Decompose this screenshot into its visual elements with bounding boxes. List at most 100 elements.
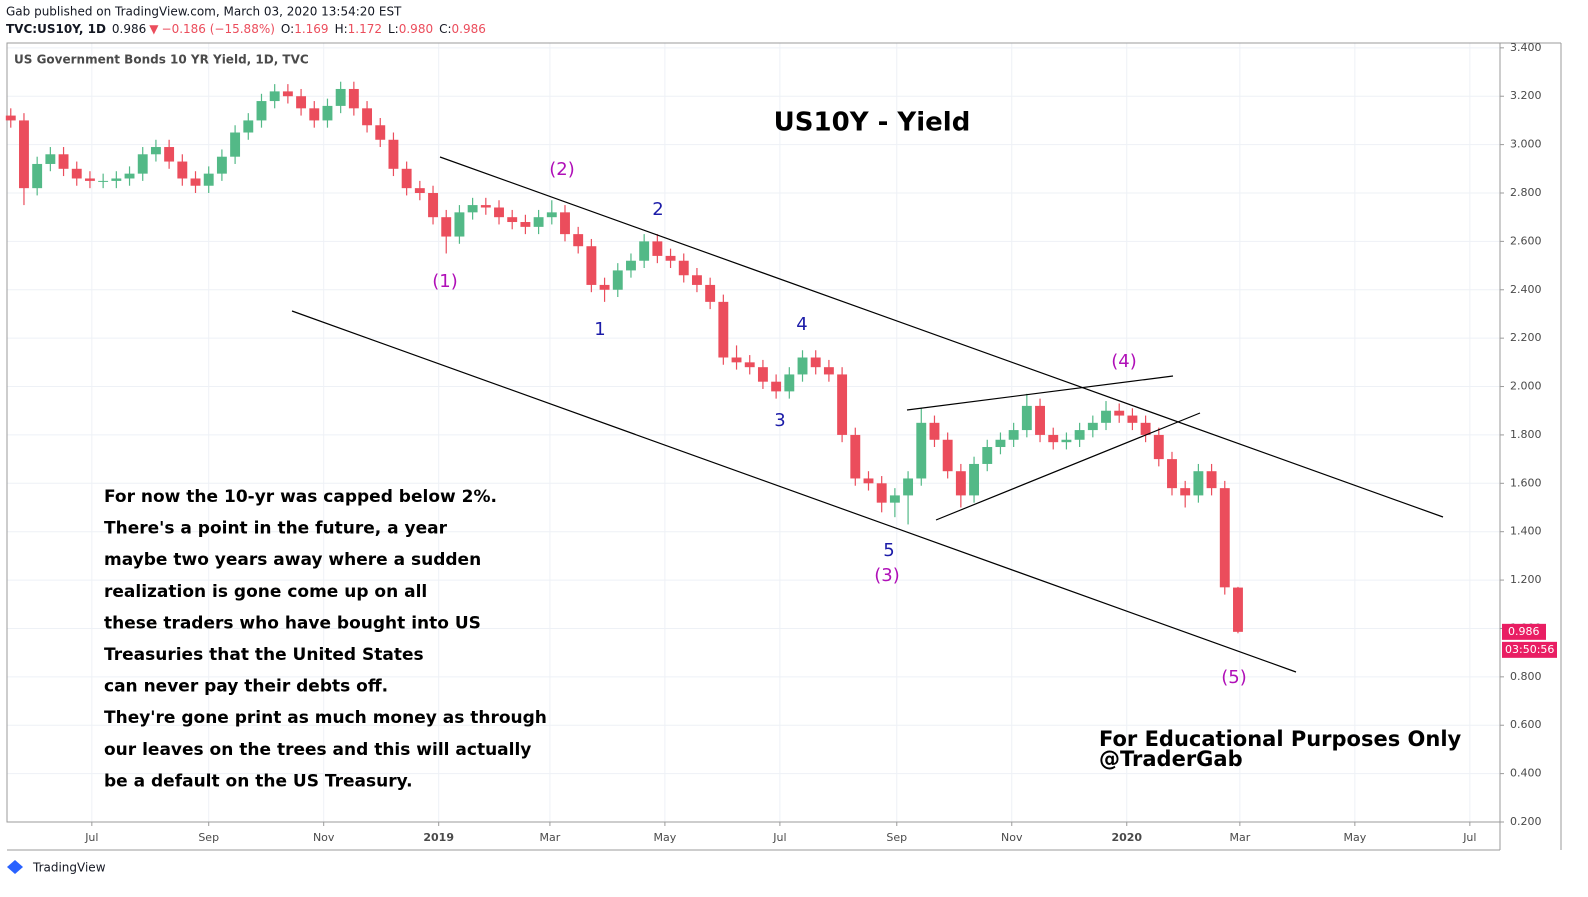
candle-body	[322, 105, 333, 121]
candle-body	[1035, 405, 1045, 435]
candle-body	[942, 439, 953, 472]
x-tick-label: Nov	[1001, 831, 1023, 844]
candle-body	[1140, 422, 1151, 435]
candle-body	[84, 178, 95, 181]
ohlc-label: H:	[335, 22, 348, 36]
candle-body	[797, 357, 808, 375]
x-tick-label: 2019	[423, 831, 454, 844]
wave-label: (3)	[874, 565, 900, 586]
candle-body	[5, 115, 16, 121]
candle-body	[388, 139, 399, 169]
candle-body	[678, 260, 689, 276]
y-tick-label: 1.600	[1510, 476, 1542, 489]
candle-body	[929, 422, 940, 440]
x-tick-label: Sep	[886, 831, 907, 844]
y-tick-label: 1.400	[1510, 525, 1542, 538]
candle-body	[58, 154, 69, 169]
chart-title: US Government Bonds 10 YR Yield, 1D, TVC	[14, 53, 309, 67]
wave-label: (1)	[432, 271, 458, 292]
candle-body	[652, 241, 663, 256]
candle-body	[1048, 434, 1059, 443]
candle-body	[810, 357, 821, 368]
down-arrow: ▼	[149, 22, 159, 36]
candle-body	[1114, 410, 1125, 416]
candle-body	[705, 284, 716, 302]
candle-body	[348, 88, 359, 109]
candle-body	[573, 234, 584, 247]
candle-body	[414, 188, 425, 193]
candle-body	[335, 88, 346, 106]
y-tick-label: 2.800	[1510, 186, 1542, 199]
ohlc-label: C:	[439, 22, 451, 36]
x-tick-label: May	[1343, 831, 1366, 844]
candle-body	[1219, 488, 1230, 588]
candle-body	[639, 241, 650, 261]
candle-body	[744, 362, 755, 368]
note-line: They're gone print as much money as thro…	[104, 708, 547, 728]
candle-body	[850, 434, 861, 479]
candle-body	[1127, 415, 1138, 423]
wave-label: (4)	[1111, 351, 1137, 372]
y-tick-label: 1.200	[1510, 573, 1542, 586]
y-tick-label: 2.600	[1510, 234, 1542, 247]
candle-body	[969, 463, 980, 496]
candle-body	[837, 374, 848, 435]
candle-body	[863, 478, 874, 484]
candle-body	[1180, 488, 1191, 496]
ohlc-label: L:	[388, 22, 399, 36]
x-tick-label: Sep	[198, 831, 219, 844]
ohlc-label: O:	[281, 22, 294, 36]
candle-body	[111, 178, 122, 181]
channel-upper	[439, 156, 1444, 518]
x-tick-label: Jul	[84, 831, 98, 844]
y-tick-label: 0.600	[1510, 718, 1542, 731]
candle-body	[71, 168, 82, 179]
footer-line: For Educational Purposes Only	[1099, 727, 1462, 751]
candle-body	[282, 91, 293, 97]
candle-body	[362, 108, 373, 126]
ohlc: O:1.169 H:1.172 L:0.980 C:0.986	[281, 22, 486, 36]
x-tick-label: Mar	[540, 831, 561, 844]
x-tick-label: 2020	[1111, 831, 1142, 844]
candle-body	[1021, 405, 1032, 431]
candle-body	[533, 217, 544, 227]
y-tick-label: 3.000	[1510, 138, 1542, 151]
candle-body	[784, 374, 795, 392]
candle-body	[599, 284, 610, 290]
candle-body	[507, 217, 518, 223]
note-line: There's a point in the future, a year	[104, 519, 448, 539]
wave-label: 3	[774, 410, 785, 431]
candle-body	[718, 301, 729, 358]
candles	[5, 81, 1243, 634]
trendlines	[291, 156, 1444, 673]
candle-body	[757, 367, 768, 382]
candle-body	[995, 439, 1006, 448]
publisher-line: Gab published on TradingView.com, March …	[6, 5, 402, 19]
note-block: For now the 10-yr was capped below 2%. Th…	[104, 487, 547, 791]
candle-body	[1167, 459, 1177, 489]
note-line: For now the 10-yr was capped below 2%.	[104, 487, 497, 507]
candle-body	[454, 212, 465, 237]
candle-body	[190, 178, 201, 186]
candle-body	[876, 483, 887, 503]
candle-body	[691, 275, 702, 285]
y-tick-label: 0.800	[1510, 670, 1542, 683]
candle-body	[150, 147, 161, 155]
ohlc-value: 1.169	[294, 22, 328, 36]
note-line: Treasuries that the United States	[104, 645, 424, 665]
note-line: maybe two years away where a sudden	[104, 550, 481, 570]
candle-body	[494, 207, 504, 218]
candle-body	[428, 192, 438, 218]
ohlc-value: 0.980	[399, 22, 433, 36]
candle-body	[1061, 439, 1072, 443]
y-tick-label: 2.000	[1510, 380, 1542, 393]
candle-body	[216, 156, 227, 174]
candle-body	[1193, 471, 1204, 496]
candle-body	[1101, 410, 1111, 423]
candle-body	[296, 96, 307, 109]
note-line: realization is gone come up on all	[104, 582, 427, 602]
note-line: be a default on the US Treasury.	[104, 771, 413, 791]
candle-body	[45, 154, 56, 164]
